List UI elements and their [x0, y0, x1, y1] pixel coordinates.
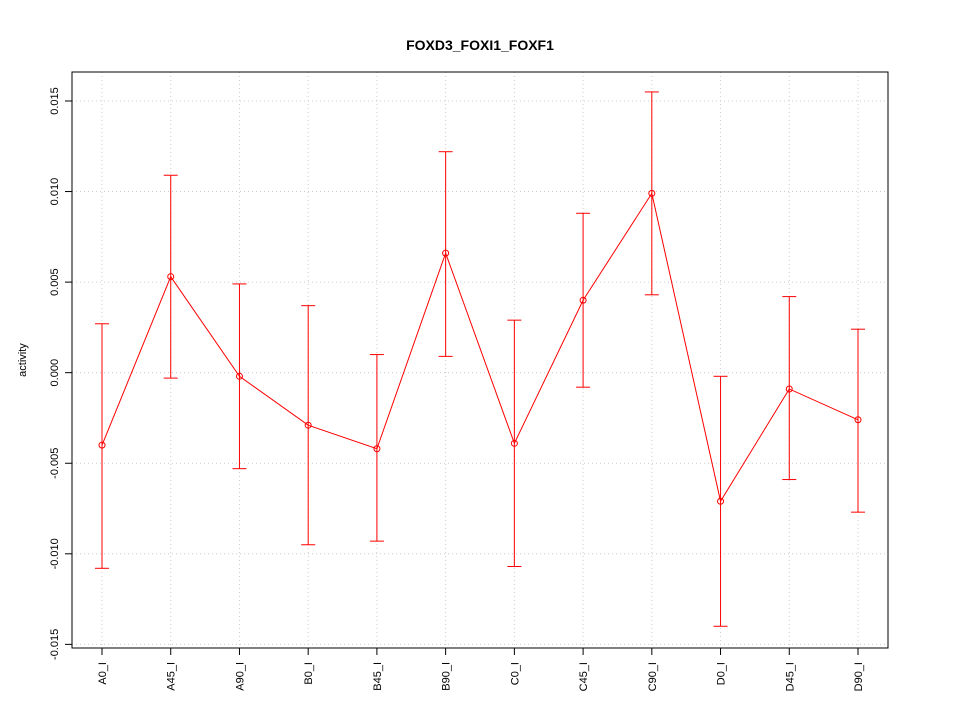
data-point — [167, 273, 175, 281]
x-tick-label: D45_I — [784, 662, 796, 691]
data-point — [98, 441, 106, 449]
x-tick-label: C45_I — [578, 662, 590, 691]
series-line — [101, 192, 859, 503]
x-tick-label: B0_I — [303, 662, 315, 685]
x-tick-label: A45_I — [166, 662, 178, 691]
data-point — [854, 416, 862, 424]
x-axis: A0_I A45_I A90_I B0_I B45_I B90_I C0_I C45_I C90… — [97, 648, 865, 691]
y-tick-label: -0.005 — [49, 448, 61, 479]
x-tick-label: D90_I — [853, 662, 865, 691]
chart-title: FOXD3_FOXI1_FOXF1 — [406, 37, 554, 53]
data-point — [442, 249, 450, 257]
x-tick-label: C90_I — [647, 662, 659, 691]
y-tick-label: -0.015 — [49, 629, 61, 660]
x-tick-label: A0_I — [97, 662, 109, 685]
data-point — [717, 497, 725, 505]
data-point — [785, 385, 793, 393]
y-tick-label: 0.010 — [49, 178, 61, 206]
grid — [72, 72, 888, 648]
y-axis: -0.015 -0.010 -0.005 0.000 0.005 0.010 0.015 — [49, 87, 73, 660]
x-tick-label: A90_I — [234, 662, 246, 691]
data-point — [235, 372, 243, 380]
series — [95, 91, 865, 627]
data-point — [579, 296, 587, 304]
y-tick-label: 0.000 — [49, 359, 61, 387]
data-point — [304, 421, 312, 429]
y-axis-label: activity — [17, 343, 29, 377]
plot-frame — [71, 71, 889, 649]
data-point — [648, 189, 656, 197]
y-tick-label: -0.010 — [49, 538, 61, 569]
data-point — [373, 445, 381, 453]
x-tick-label: D0_I — [716, 662, 728, 685]
y-tick-label: 0.005 — [49, 268, 61, 296]
data-point — [510, 439, 518, 447]
x-tick-label: B90_I — [441, 662, 453, 691]
x-tick-label: C0_I — [509, 662, 521, 685]
x-tick-label: B45_I — [372, 662, 384, 691]
y-tick-label: 0.015 — [49, 87, 61, 115]
